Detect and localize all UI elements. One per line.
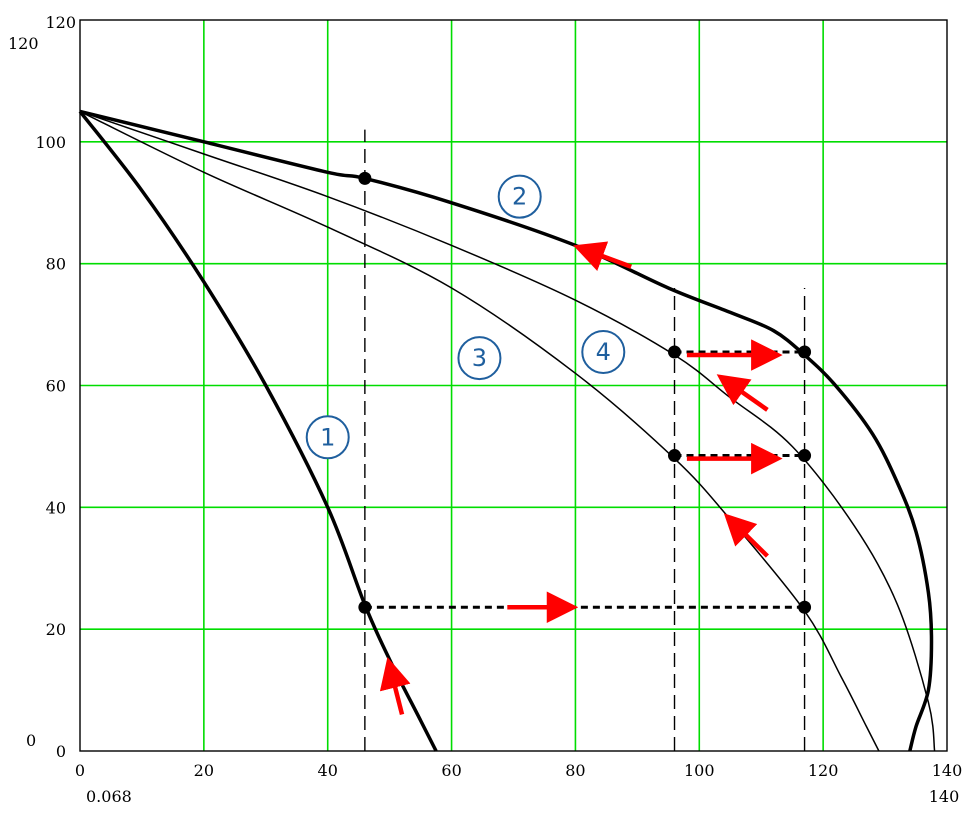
y-tick-label: 20 [46, 620, 66, 639]
series-curve-2 [79, 109, 934, 752]
x-range-max-label: 140 [929, 787, 960, 806]
x-tick-label: 40 [318, 761, 338, 780]
x-tick-label: 0 [75, 761, 85, 780]
x-tick-label: 60 [441, 761, 461, 780]
x-tick-label: 140 [932, 761, 963, 780]
marked-point [358, 171, 372, 185]
direction-arrow [716, 374, 769, 412]
y-tick-label: 40 [46, 498, 66, 517]
y-range-max-label: 120 [8, 34, 39, 53]
x-range-min-label: 0.068 [86, 787, 132, 806]
plot-border [79, 19, 948, 752]
y-tick-label: 80 [46, 255, 66, 274]
x-tick-label: 20 [194, 761, 214, 780]
y-tick-label: 100 [35, 133, 66, 152]
grid [80, 20, 947, 751]
marked-point [668, 345, 682, 359]
direction-arrow [723, 513, 769, 558]
direction-arrow [379, 656, 411, 716]
curve-label-circle-2 [497, 174, 542, 219]
y-tick-label: 120 [45, 13, 76, 32]
series-curve-1 [78, 110, 438, 752]
curve-label-text-3: 3 [472, 344, 487, 372]
x-tick-label: 120 [808, 761, 839, 780]
series-curve-3 [79, 110, 880, 752]
guide-lines [364, 129, 806, 751]
marked-point [798, 345, 812, 359]
y-range-min-label: 0 [26, 731, 36, 750]
curve-label-text-2: 2 [512, 183, 527, 211]
y-tick-label: 60 [46, 377, 66, 396]
direction-arrow [573, 241, 632, 272]
direction-arrows [379, 241, 783, 716]
curve-label-circle-1 [305, 415, 350, 460]
curve-label-circle-3 [457, 336, 502, 381]
plot-frame [79, 19, 948, 752]
tick-labels: 0 20 40 60 80 100 120 14002040608010012012000.0… [8, 13, 962, 806]
marked-point [798, 449, 812, 463]
curve-label-circle-4 [581, 329, 626, 374]
marked-point [358, 600, 372, 614]
marked-point [798, 600, 812, 614]
curve-number-labels: 1 2 3 4 [305, 174, 626, 460]
marked-points [358, 171, 812, 614]
x-tick-label: 100 [684, 761, 715, 780]
y-tick-label: 0 [56, 742, 66, 761]
marked-point [668, 449, 682, 463]
x-tick-label: 80 [565, 761, 585, 780]
curve-label-text-4: 4 [596, 338, 611, 366]
curve-label-text-1: 1 [320, 423, 335, 451]
